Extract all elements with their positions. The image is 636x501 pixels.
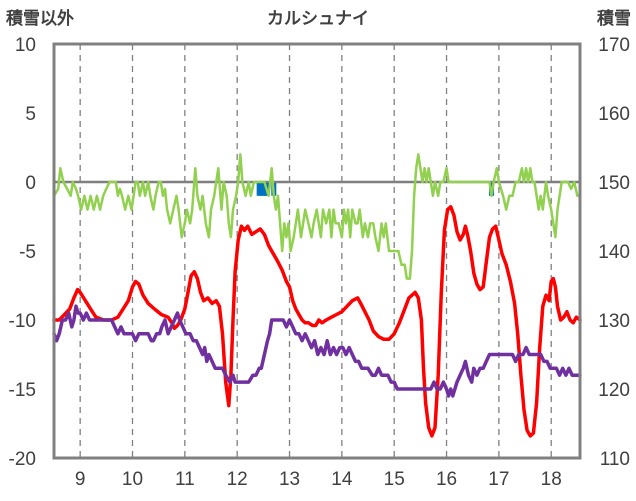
blue-bar xyxy=(259,183,265,196)
left-tick-label: 5 xyxy=(25,104,36,125)
left-tick-label: -20 xyxy=(9,449,36,470)
x-tick-label: 12 xyxy=(227,469,248,490)
chart-title: カルシュナイ xyxy=(267,9,369,28)
x-tick-label: 13 xyxy=(279,469,300,490)
left-tick-label: 0 xyxy=(25,173,36,194)
x-tick-label: 10 xyxy=(122,469,143,490)
left-tick-label: -5 xyxy=(19,242,36,263)
x-axis-ticks: 9 10 11 12 13 14 15 16 17 18 xyxy=(75,469,562,490)
right-tick-label: 130 xyxy=(598,311,630,332)
x-tick-label: 14 xyxy=(331,469,353,490)
left-tick-label: -10 xyxy=(9,311,36,332)
x-tick-label: 15 xyxy=(384,469,405,490)
red-series-line xyxy=(52,205,582,438)
left-tick-label: 10 xyxy=(15,35,36,56)
right-axis-ticks: 170 160 150 140 130 120 110 xyxy=(598,35,630,470)
blue-bar xyxy=(256,183,262,196)
x-tick-label: 17 xyxy=(488,469,509,490)
right-axis-title: 積雪 xyxy=(597,8,631,28)
x-tick-label: 9 xyxy=(75,469,86,490)
x-tick-label: 16 xyxy=(436,469,457,490)
left-axis-ticks: 10 5 0 -5 -10 -15 -20 xyxy=(9,35,36,470)
green-series-line xyxy=(52,153,582,280)
series-group xyxy=(52,153,582,438)
purple-series-line xyxy=(52,304,582,398)
x-tick-label: 11 xyxy=(175,469,195,490)
right-tick-label: 150 xyxy=(598,173,630,194)
x-tick-label: 18 xyxy=(541,469,562,490)
right-tick-label: 170 xyxy=(598,35,630,56)
right-tick-label: 120 xyxy=(598,380,630,401)
right-tick-label: 110 xyxy=(600,449,630,470)
plot-frame xyxy=(52,42,582,460)
left-axis-title: 積雪以外 xyxy=(6,8,74,28)
right-tick-label: 160 xyxy=(598,104,630,125)
right-tick-label: 140 xyxy=(598,242,630,263)
left-tick-label: -15 xyxy=(9,380,36,401)
